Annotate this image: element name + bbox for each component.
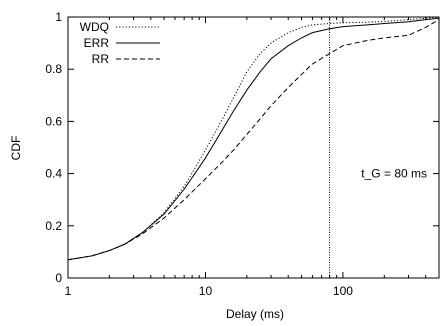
x-tick-label: 1 xyxy=(65,284,72,298)
series-layer xyxy=(67,16,440,261)
y-tick-label: 1 xyxy=(55,10,62,24)
y-tick-label: 0.2 xyxy=(45,219,62,233)
plot-frame xyxy=(67,16,440,279)
x-tick-label: 10 xyxy=(199,284,213,298)
x-axis-title: Delay (ms) xyxy=(226,307,284,321)
legend: WDQ ERR RR xyxy=(80,20,160,66)
legend-label-wdq: WDQ xyxy=(80,20,109,34)
y-tick-label: 0.6 xyxy=(45,114,62,128)
y-tick-label: 0.8 xyxy=(45,62,62,76)
y-tick-label: 0 xyxy=(55,271,62,285)
legend-label-rr: RR xyxy=(92,52,110,66)
axis-ticks: 0 0.2 0.4 0.6 0.8 1 1 10 100 xyxy=(45,10,440,298)
y-axis-title: CDF xyxy=(9,136,23,161)
series-line-wdq xyxy=(67,16,440,261)
legend-label-err: ERR xyxy=(84,36,110,50)
series-line-rr xyxy=(67,19,440,261)
plot-border xyxy=(67,16,440,279)
x-tick-label: 100 xyxy=(333,284,353,298)
annotation-layer: t_G = 80 ms xyxy=(329,17,427,278)
threshold-label: t_G = 80 ms xyxy=(361,167,427,181)
series-line-err xyxy=(67,17,440,261)
y-tick-label: 0.4 xyxy=(45,167,62,181)
